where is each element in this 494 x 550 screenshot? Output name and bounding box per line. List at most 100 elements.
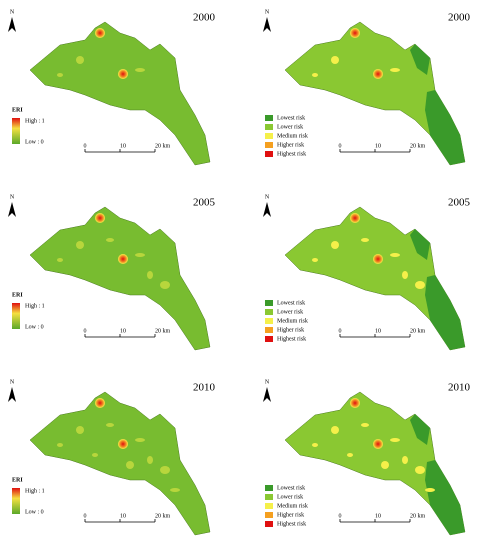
risk-patch [347, 453, 353, 457]
scale-label: 10 [375, 328, 381, 334]
scale-label: 10 [120, 143, 126, 149]
risk-patch [361, 423, 369, 427]
legend-title: ERI [12, 292, 23, 298]
legend-low: Low : 0 [25, 509, 44, 515]
hotspot [373, 69, 383, 79]
legend-gradient [12, 488, 20, 514]
scale-label: 0 [84, 513, 87, 519]
north-label: N [10, 379, 15, 385]
legend-label: Higher risk [277, 512, 304, 518]
risk-patch [312, 258, 318, 262]
legend-title: ERI [12, 107, 23, 113]
legend-gradient [12, 118, 20, 144]
legend-high: High : 1 [25, 118, 45, 124]
legend-swatch [265, 494, 273, 500]
hotspot [118, 439, 128, 449]
legend-swatch [265, 336, 273, 342]
year-label: 2000 [448, 12, 471, 24]
legend-swatch [265, 115, 273, 121]
legend-label: Lower risk [277, 494, 303, 500]
legend-swatch [265, 142, 273, 148]
risk-patch [57, 258, 63, 262]
legend-swatch [265, 512, 273, 518]
year-label: 2010 [448, 382, 471, 394]
scale-label: 10 [375, 143, 381, 149]
scale-label: 0 [339, 328, 342, 334]
legend-label: Highest risk [277, 151, 306, 157]
lowest-risk-zone [410, 229, 430, 260]
risk-patch [425, 488, 435, 492]
north-arrow [8, 387, 16, 402]
lowest-risk-zone [410, 44, 430, 75]
map-region [29, 21, 211, 166]
legend-label: Lowest risk [277, 300, 305, 306]
legend-swatch [265, 521, 273, 527]
risk-patch [170, 488, 180, 492]
risk-patch [160, 466, 170, 474]
hotspot [350, 398, 360, 408]
legend-high: High : 1 [25, 303, 45, 309]
legend-label: Medium risk [277, 503, 308, 509]
scale-label: 20 km [155, 143, 171, 149]
legend-label: Higher risk [277, 327, 304, 333]
risk-patch [57, 73, 63, 77]
lowest-risk-zone [425, 90, 465, 165]
hotspot [350, 28, 360, 38]
risk-patch [402, 271, 408, 279]
hotspot [95, 398, 105, 408]
legend-swatch [265, 124, 273, 130]
risk-patch [135, 68, 145, 72]
hotspot [118, 69, 128, 79]
scale-label: 0 [339, 513, 342, 519]
year-label: 2010 [193, 382, 216, 394]
risk-patch [76, 56, 84, 64]
map-panel: 2005 N Lowest risk Lower risk Medium risk Hig… [263, 194, 471, 351]
north-arrow [263, 387, 271, 402]
north-label: N [10, 9, 15, 15]
risk-patch [147, 456, 153, 464]
risk-patch [390, 253, 400, 257]
lowest-risk-zone [425, 460, 465, 535]
hotspot [373, 254, 383, 264]
legend-swatch [265, 318, 273, 324]
risk-patch [147, 271, 153, 279]
risk-patch [402, 456, 408, 464]
legend-label: Highest risk [277, 521, 306, 527]
scale-label: 20 km [155, 328, 171, 334]
map-region [29, 206, 211, 351]
risk-patch [415, 281, 425, 289]
map-panel: 2000 N Lowest risk Lower risk Medium risk Hig… [263, 9, 471, 166]
scale-label: 20 km [410, 328, 426, 334]
hotspot [350, 213, 360, 223]
legend-low: Low : 0 [25, 139, 44, 145]
north-label: N [265, 194, 270, 200]
hotspot [118, 254, 128, 264]
risk-patch [106, 238, 114, 242]
scale-label: 20 km [410, 143, 426, 149]
legend-high: High : 1 [25, 488, 45, 494]
scale-label: 20 km [410, 513, 426, 519]
legend-label: Lowest risk [277, 115, 305, 121]
risk-patch [126, 461, 134, 469]
risk-patch [331, 426, 339, 434]
legend-swatch [265, 133, 273, 139]
risk-patch [57, 443, 63, 447]
north-label: N [265, 9, 270, 15]
risk-patch [76, 426, 84, 434]
north-label: N [265, 379, 270, 385]
risk-patch [76, 241, 84, 249]
scale-label: 10 [375, 513, 381, 519]
risk-patch [331, 241, 339, 249]
scale-label: 20 km [155, 513, 171, 519]
legend-label: Highest risk [277, 336, 306, 342]
scale-label: 0 [84, 143, 87, 149]
risk-patch [361, 238, 369, 242]
legend-swatch [265, 151, 273, 157]
legend-low: Low : 0 [25, 324, 44, 330]
map-region [29, 391, 211, 536]
legend-label: Lower risk [277, 309, 303, 315]
hotspot [95, 28, 105, 38]
